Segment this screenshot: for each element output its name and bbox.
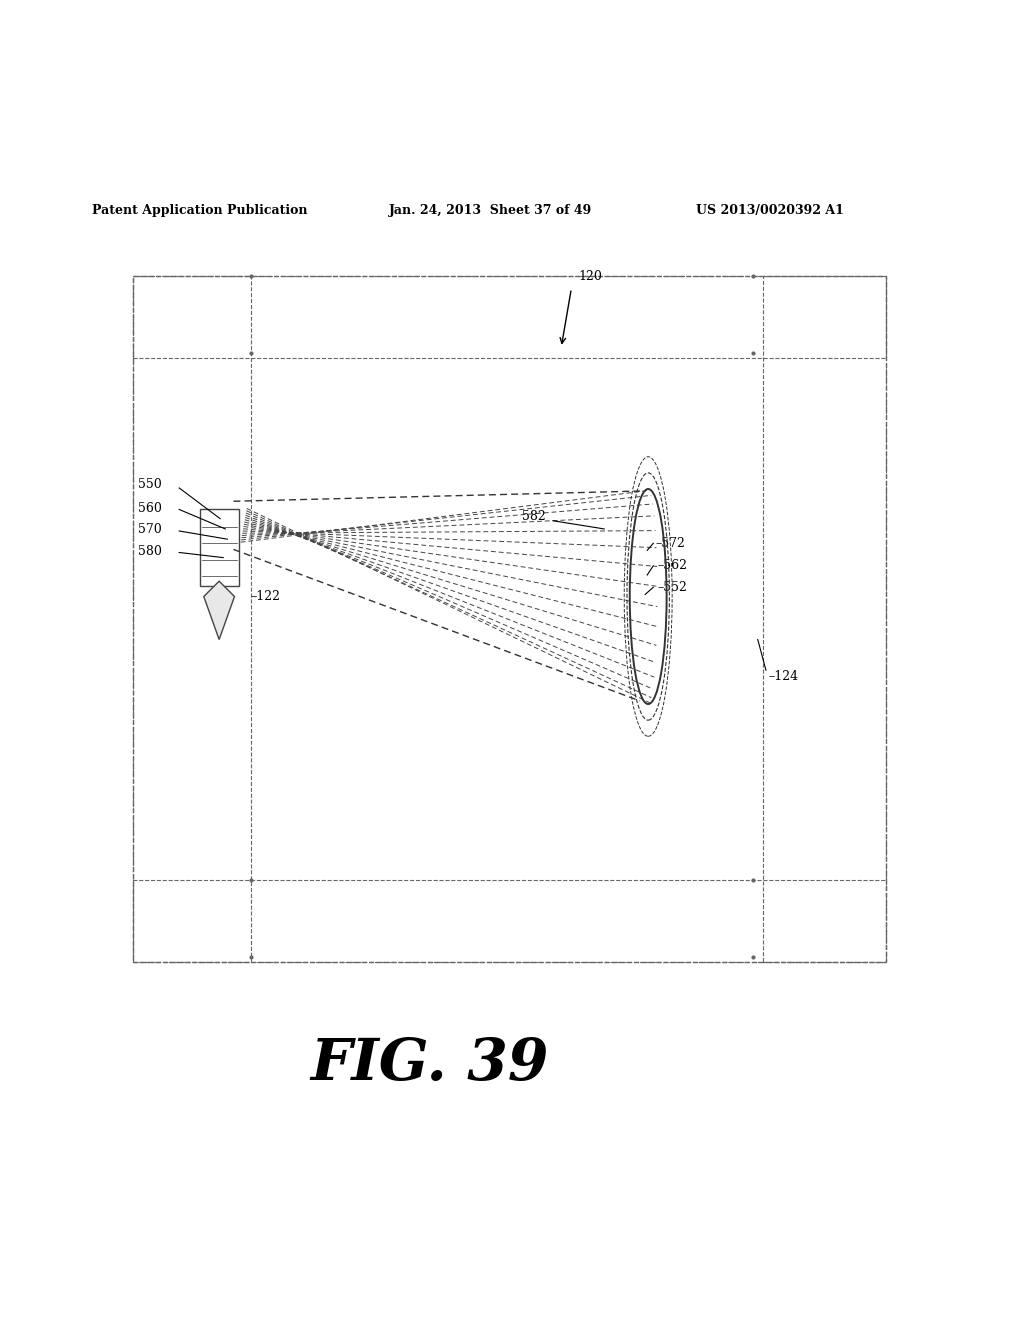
Polygon shape [204, 581, 234, 639]
Text: Jan. 24, 2013  Sheet 37 of 49: Jan. 24, 2013 Sheet 37 of 49 [389, 205, 592, 218]
Text: –552: –552 [657, 581, 687, 594]
Text: –124: –124 [768, 669, 798, 682]
Text: –562: –562 [657, 560, 687, 573]
Text: FIG. 39: FIG. 39 [311, 1036, 549, 1093]
Text: 582: 582 [522, 510, 546, 523]
Text: –572: –572 [655, 537, 685, 549]
Text: 550: 550 [138, 478, 162, 491]
Bar [200, 510, 239, 586]
Bar [763, 276, 886, 962]
Text: Patent Application Publication: Patent Application Publication [92, 205, 307, 218]
Text: 120: 120 [579, 269, 602, 282]
Text: –122: –122 [251, 590, 281, 603]
Text: US 2013/0020392 A1: US 2013/0020392 A1 [696, 205, 844, 218]
Bar [133, 880, 886, 962]
Text: 560: 560 [138, 502, 162, 515]
Text: 570: 570 [138, 524, 162, 536]
Bar [133, 276, 251, 962]
Text: 580: 580 [138, 545, 162, 558]
Bar [133, 276, 886, 962]
Bar [133, 276, 886, 358]
